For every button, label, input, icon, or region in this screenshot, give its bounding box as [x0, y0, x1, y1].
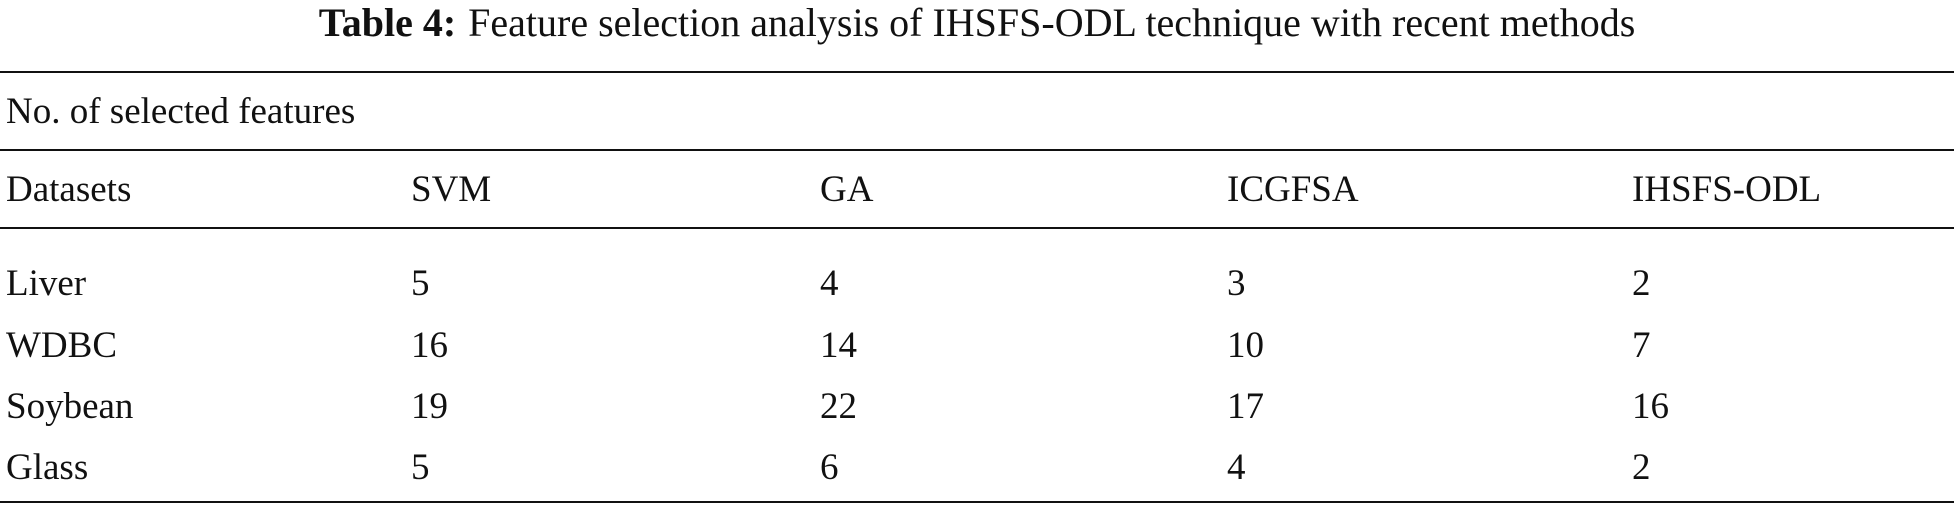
row-label: Glass: [6, 447, 89, 488]
table-cell: 16: [411, 325, 448, 366]
table-cell: 22: [820, 386, 857, 427]
column-header: Datasets: [6, 169, 132, 210]
row-label: Liver: [6, 263, 87, 304]
group-header: No. of selected features: [6, 91, 356, 132]
caption-text: Feature selection analysis of IHSFS-ODL …: [468, 0, 1636, 45]
row-label: WDBC: [6, 325, 117, 366]
table-cell: 3: [1227, 263, 1246, 304]
table-cell: 17: [1227, 386, 1264, 427]
table-cell: 19: [411, 386, 448, 427]
header-rule: [0, 227, 1954, 229]
bottom-rule: [0, 501, 1954, 503]
mid-rule: [0, 149, 1954, 151]
column-header: IHSFS-ODL: [1632, 169, 1822, 210]
column-header: SVM: [411, 169, 492, 210]
caption-label: Table 4:: [318, 0, 457, 45]
table-cell: 4: [820, 263, 839, 304]
column-header: ICGFSA: [1227, 169, 1359, 210]
table-cell: 7: [1632, 325, 1651, 366]
table-cell: 6: [820, 447, 839, 488]
table-cell: 2: [1632, 263, 1651, 304]
table-cell: 5: [411, 263, 430, 304]
table-cell: 14: [820, 325, 857, 366]
column-header: GA: [820, 169, 874, 210]
table-cell: 10: [1227, 325, 1264, 366]
row-label: Soybean: [6, 386, 134, 427]
table-cell: 2: [1632, 447, 1651, 488]
table-cell: 5: [411, 447, 430, 488]
table-cell: 4: [1227, 447, 1246, 488]
table-cell: 16: [1632, 386, 1669, 427]
top-rule: [0, 71, 1954, 73]
table-caption: Table 4: Feature selection analysis of IH…: [0, 0, 1954, 46]
